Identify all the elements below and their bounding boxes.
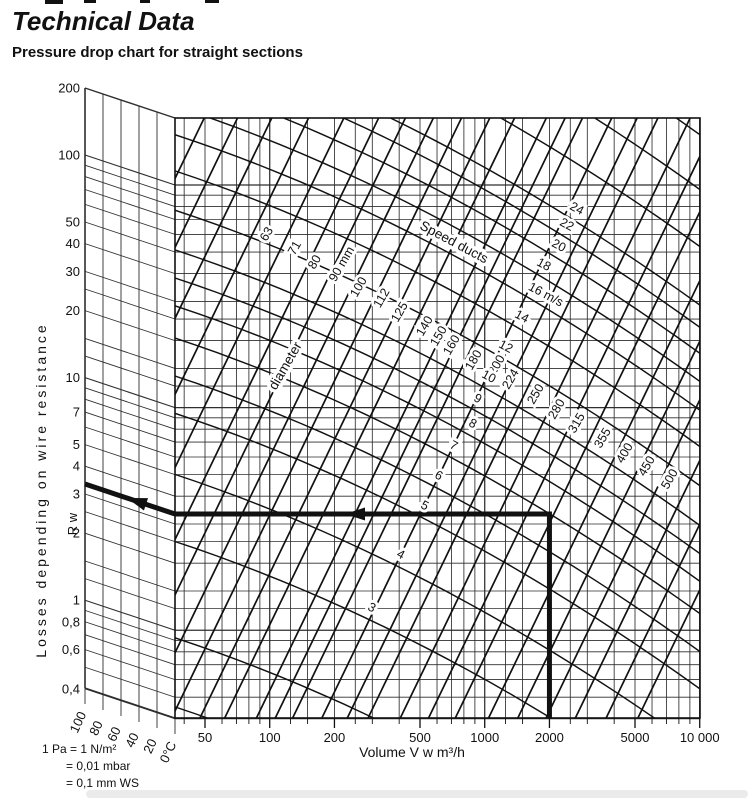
x-tick-label: 200 bbox=[324, 730, 346, 745]
x-tick-label: 50 bbox=[198, 730, 212, 745]
speed-label: 4 bbox=[395, 547, 408, 563]
top-edge-marks bbox=[45, 0, 219, 4]
y-tick-label: 7 bbox=[73, 405, 80, 420]
speed-label: 12 bbox=[496, 337, 515, 356]
plot-border bbox=[174, 117, 701, 719]
unit-note-3: = 0,1 mm WS bbox=[66, 776, 139, 790]
speed-label: 3 bbox=[366, 600, 379, 616]
diameter-label: 90 mm bbox=[326, 244, 357, 284]
y-tick-label: 0,6 bbox=[62, 642, 80, 657]
diameter-label: 71 bbox=[285, 238, 304, 257]
x-tick-label: 500 bbox=[409, 730, 431, 745]
y-tick-label: 4 bbox=[73, 459, 80, 474]
unit-note-1: 1 Pa = 1 N/m² bbox=[42, 742, 116, 756]
chart-subtitle: Pressure drop chart for straight section… bbox=[12, 44, 303, 61]
y-axis-symbol: R w bbox=[65, 512, 80, 535]
page-title: Technical Data bbox=[12, 6, 195, 36]
y-tick-label: 3 bbox=[73, 487, 80, 502]
diameter-label: 100 bbox=[347, 274, 370, 299]
x-axis-title: Volume V w m³/h bbox=[359, 744, 465, 760]
y-axis-title: Losses depending on wire resistance bbox=[33, 322, 49, 657]
bottom-bar bbox=[86, 790, 748, 798]
y-tick-label: 100 bbox=[58, 148, 80, 163]
temperature-label: 60 bbox=[104, 724, 124, 743]
y-tick-label: 0,8 bbox=[62, 614, 80, 629]
diameter-label: 224 bbox=[499, 366, 522, 391]
y-tick-label: 50 bbox=[66, 215, 80, 230]
x-tick-label: 5000 bbox=[621, 730, 650, 745]
speed-label: 7 bbox=[448, 438, 461, 454]
temperature-label: 0°C bbox=[157, 739, 180, 765]
y-axis: 20010050403020107543210,80,60,4100806040… bbox=[58, 81, 179, 766]
diameter-label: 400 bbox=[613, 440, 636, 465]
speed-lines bbox=[175, 118, 700, 718]
temperature-label: 40 bbox=[122, 730, 142, 749]
diameter-label: 250 bbox=[524, 381, 547, 406]
x-tick-label: 1000 bbox=[470, 730, 499, 745]
y-tick-label: 200 bbox=[58, 81, 80, 96]
y-tick-label: 2 bbox=[73, 526, 80, 541]
temperature-label: 20 bbox=[140, 736, 160, 755]
x-tick-label: 100 bbox=[259, 730, 281, 745]
temperature-label: 80 bbox=[86, 718, 106, 737]
y-tick-label: 10 bbox=[66, 370, 80, 385]
y-tick-label: 5 bbox=[73, 437, 80, 452]
speed-label: 5 bbox=[419, 498, 432, 514]
diameter-label: 315 bbox=[565, 410, 588, 435]
x-tick-label: 10 000 bbox=[680, 730, 720, 745]
x-axis: 50 100 200 500 1000 2000 5000 10 000 bbox=[183, 718, 720, 745]
diameter-label: 112 bbox=[370, 286, 392, 310]
y-tick-label: 30 bbox=[66, 264, 80, 279]
speed-label: 14 bbox=[512, 307, 531, 326]
speed-label: 22 bbox=[557, 215, 576, 234]
y-tick-label: 0,4 bbox=[62, 681, 80, 696]
y-tick-label: 20 bbox=[66, 303, 80, 318]
unit-notes: 1 Pa = 1 N/m² = 0,01 mbar = 0,1 mm WS bbox=[42, 742, 139, 790]
temperature-scale bbox=[84, 87, 176, 734]
speed-label: 9 bbox=[472, 391, 485, 407]
unit-note-2: = 0,01 mbar bbox=[66, 759, 130, 773]
y-tick-label: 40 bbox=[66, 236, 80, 251]
speed-label: 6 bbox=[433, 468, 446, 484]
speed-label: 16 m/s bbox=[526, 279, 566, 309]
x-tick-label: 2000 bbox=[535, 730, 564, 745]
y-tick-label: 1 bbox=[73, 593, 80, 608]
example-trace bbox=[84, 481, 552, 718]
